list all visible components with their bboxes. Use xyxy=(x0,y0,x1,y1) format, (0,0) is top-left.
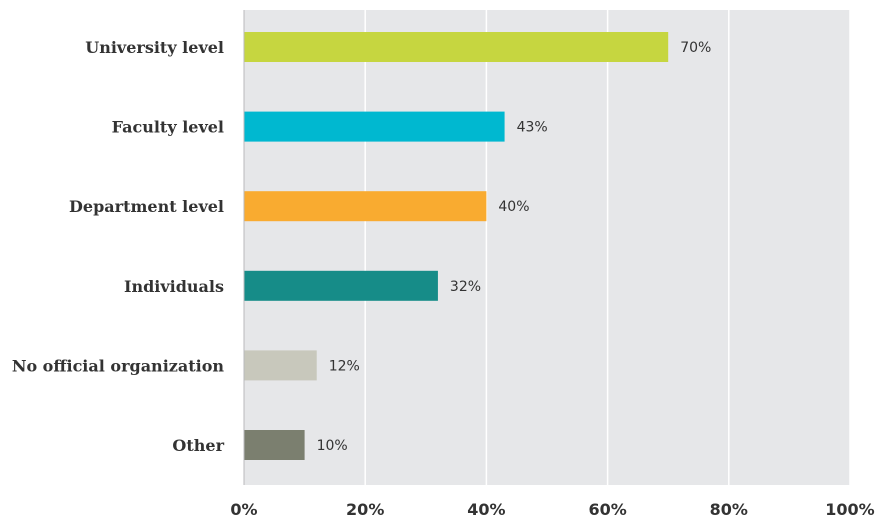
data-label: 43% xyxy=(517,120,548,136)
bar xyxy=(244,32,669,62)
bar xyxy=(244,350,317,381)
category-label: No official organization xyxy=(12,356,225,375)
x-tick-label: 40% xyxy=(467,500,505,519)
data-label: 70% xyxy=(680,40,711,56)
category-label: Department level xyxy=(69,197,224,216)
data-labels: 70% 43% 40% 32% 12% 10% xyxy=(317,40,712,454)
category-label: Other xyxy=(172,436,224,455)
bars xyxy=(244,32,669,460)
gridlines xyxy=(364,10,851,485)
x-tick-label: 80% xyxy=(710,500,748,519)
data-label: 12% xyxy=(329,358,360,374)
data-label: 40% xyxy=(498,199,529,215)
bar xyxy=(244,111,505,142)
plot-area xyxy=(244,10,850,485)
x-tick-label: 100% xyxy=(825,500,874,519)
bar xyxy=(244,270,438,301)
x-tick-labels: 0% 20% 40% 60% 80% 100% xyxy=(230,500,874,519)
category-labels: University level Faculty level Department … xyxy=(12,38,225,455)
category-label: Individuals xyxy=(124,277,224,296)
x-tick-label: 60% xyxy=(588,500,626,519)
x-tick-label: 20% xyxy=(346,500,384,519)
data-label: 10% xyxy=(317,438,348,454)
bar xyxy=(244,430,305,460)
data-label: 32% xyxy=(450,279,481,295)
x-tick-label: 0% xyxy=(230,500,257,519)
category-label: Faculty level xyxy=(112,118,224,137)
category-label: University level xyxy=(85,38,224,57)
bar xyxy=(244,191,487,222)
